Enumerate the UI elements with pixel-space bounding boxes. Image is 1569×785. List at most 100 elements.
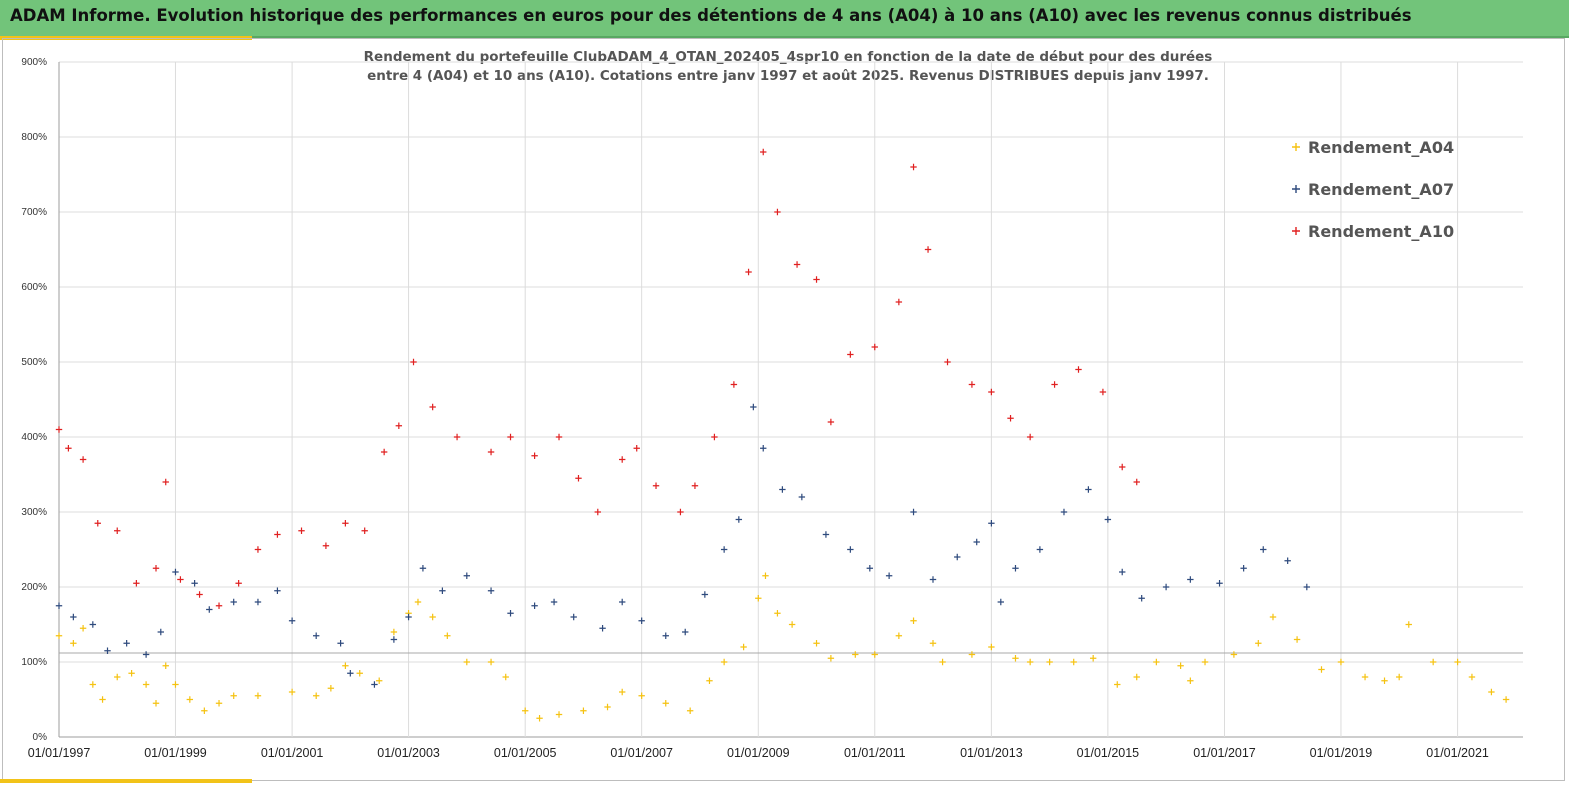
data-point [89, 621, 97, 628]
data-point [730, 381, 738, 388]
data-point [274, 587, 281, 594]
data-point [390, 636, 398, 643]
data-point [619, 598, 626, 606]
data-point [254, 546, 262, 553]
data-point [1133, 478, 1140, 486]
data-point [1395, 673, 1403, 681]
data-point [1104, 516, 1112, 523]
data-point [230, 692, 237, 699]
data-point [682, 628, 689, 636]
y-tick-label: 500% [21, 357, 47, 368]
y-tick-label: 300% [21, 507, 47, 518]
y-tick-label: 0% [33, 732, 48, 743]
data-point [1060, 508, 1068, 516]
data-point [356, 670, 363, 677]
data-point [779, 486, 786, 493]
legend: Rendement_A04 Rendement_A07 Rendement_A10 [1292, 138, 1454, 241]
data-point [536, 715, 543, 722]
data-point [70, 640, 77, 647]
data-point [191, 580, 198, 587]
data-point [1230, 651, 1238, 658]
y-tick-label: 700% [21, 207, 47, 218]
x-tick-label: 01/01/2009 [727, 746, 790, 760]
data-point [720, 546, 728, 553]
data-point [662, 700, 669, 707]
x-tick-label: 01/01/1999 [144, 746, 207, 760]
x-tick-label: 01/01/2005 [494, 746, 557, 760]
data-point [507, 433, 514, 441]
data-point [929, 576, 937, 583]
x-tick-label: 01/01/2015 [1077, 746, 1140, 760]
data-point [575, 475, 582, 482]
data-point [944, 358, 951, 366]
data-point [895, 632, 903, 639]
data-point [762, 572, 769, 579]
data-point [1488, 688, 1495, 696]
data-point [215, 700, 223, 707]
data-point [380, 448, 388, 456]
data-point [997, 598, 1004, 606]
data-point [196, 591, 203, 598]
data-point [1075, 366, 1082, 373]
data-point [662, 632, 669, 639]
data-point [312, 692, 320, 699]
data-point [827, 655, 835, 662]
data-point [123, 640, 130, 647]
x-tick-label: 01/01/2019 [1310, 746, 1373, 760]
legend-item: Rendement_A07 [1292, 180, 1454, 199]
data-point [453, 433, 461, 441]
data-point [1177, 662, 1184, 669]
data-point [885, 572, 893, 579]
data-point [254, 598, 262, 606]
data-point [390, 628, 398, 636]
data-point [760, 445, 767, 452]
data-point [619, 456, 626, 463]
data-point [910, 617, 917, 624]
data-point [910, 163, 917, 171]
data-point [312, 632, 320, 639]
data-point [65, 445, 72, 452]
data-point [172, 681, 179, 688]
data-point [1318, 666, 1325, 673]
legend-marker [1292, 227, 1300, 235]
data-point [793, 261, 801, 268]
legend-label: Rendement_A07 [1308, 180, 1454, 199]
data-point [79, 625, 87, 632]
data-point [439, 587, 446, 594]
legend-marker [1292, 185, 1300, 193]
chart-title-line1: Rendement du portefeuille ClubADAM_4_OTA… [364, 49, 1213, 65]
data-point [871, 651, 878, 658]
data-point [70, 613, 77, 621]
data-point [1216, 580, 1223, 587]
data-point [521, 707, 529, 714]
data-point [701, 591, 709, 598]
data-point [1012, 565, 1019, 572]
data-point [895, 298, 903, 306]
data-point [162, 478, 169, 486]
x-tick-label: 01/01/2011 [844, 746, 906, 760]
data-point [755, 595, 762, 602]
data-point [104, 647, 111, 654]
data-point [1070, 658, 1077, 666]
data-point [531, 452, 538, 459]
data-point [1026, 433, 1034, 441]
data-point [288, 688, 296, 696]
data-point [502, 673, 509, 681]
data-point [1468, 673, 1476, 681]
data-point [463, 572, 471, 579]
data-point [414, 598, 422, 606]
data-point [206, 606, 213, 613]
data-point [604, 703, 611, 711]
data-point [633, 445, 640, 452]
data-point [177, 576, 184, 583]
axes: 0% 100% 200% 300% 400% 500% 600% 700% 800% 900% 01… [21, 57, 1488, 760]
legend-label: Rendement_A10 [1308, 222, 1454, 241]
data-point [871, 343, 878, 351]
data-point [638, 617, 645, 624]
data-point [760, 148, 767, 156]
data-point [988, 520, 995, 527]
data-point [740, 643, 747, 651]
data-point [1133, 673, 1140, 681]
data-point [580, 707, 587, 714]
